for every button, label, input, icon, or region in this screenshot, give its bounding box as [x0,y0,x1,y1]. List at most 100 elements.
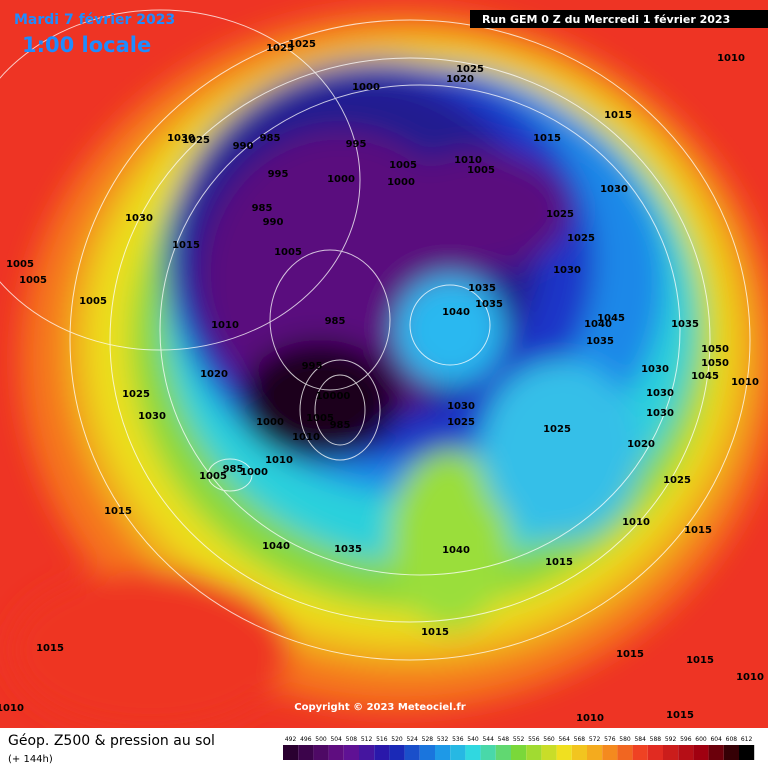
colorbar-label: 584 [634,736,646,743]
isobar-label: 1005 [274,247,302,258]
colorbar-label: 508 [346,736,358,743]
isobar-label: 995 [268,169,289,180]
isobar-label: 1000 [387,177,415,188]
isobar-label: 995 [346,139,367,150]
isobar-label: 1040 [262,541,290,552]
isobar-label: 1030 [167,133,195,144]
colorbar-swatch [602,745,618,760]
isobar-label: 1025 [663,475,691,486]
colorbar-label: 540 [467,736,479,743]
isobar-label: 1005 [306,413,334,424]
colorbar-label: 560 [543,736,555,743]
colorbar-label: 496 [300,736,312,743]
forecast-date: Mardi 7 février 2023 [14,12,175,28]
isobar-label: 1010 [292,432,320,443]
isobar-label: 1025 [546,209,574,220]
colorbar-label: 604 [710,736,722,743]
colorbar-label: 528 [422,736,434,743]
isobar-label: 985 [260,133,281,144]
isobar-label: 1000 [240,467,268,478]
isobar-label: 1015 [616,649,644,660]
colorbar-label: 564 [558,736,570,743]
isobar-label: 1015 [104,506,132,517]
run-banner [470,10,768,28]
isobar-label: 985 [252,203,273,214]
isobar-label: 1010 [454,155,482,166]
isobar-label: 1015 [666,710,694,721]
isobar-label: 990 [233,141,254,152]
colorbar-label: 588 [650,736,662,743]
colorbar-swatch [571,745,587,760]
isobar-label: 1015 [545,557,573,568]
colorbar-label: 536 [452,736,464,743]
isobar-label: 1030 [138,411,166,422]
colorbar-label: 572 [589,736,601,743]
isobar-label: 1020 [200,369,228,380]
copyright: Copyright © 2023 Meteociel.fr [294,702,465,713]
colorbar-label: 544 [482,736,494,743]
isobar-label: 1025 [447,417,475,428]
colorbar-swatch [739,745,755,760]
isobar-label: 1040 [442,545,470,556]
isobar-label: 1050 [701,358,729,369]
colorbar-swatch [389,745,405,760]
colorbar-label: 568 [574,736,586,743]
colorbar-swatch [283,745,299,760]
isobar-label: 1045 [597,313,625,324]
colorbar-swatch [435,745,451,760]
colorbar-swatch [480,745,496,760]
isobar-label: 1000 [352,82,380,93]
isobar-label: 1010 [576,713,604,724]
colorbar-swatch [419,745,435,760]
colorbar-label: 492 [285,736,297,743]
isobar-label: 1025 [182,135,210,146]
isobar-label: 1010 [211,320,239,331]
colorbar-swatch [465,745,481,760]
isobar-label: 1020 [627,439,655,450]
colorbar-swatch [708,745,724,760]
isobar-label: 1020 [446,74,474,85]
isobar-label: 1015 [172,240,200,251]
isobar-label: 1040 [584,319,612,330]
isobar-label: 985 [223,464,244,475]
isobar-label: 1000 [256,417,284,428]
colorbar-label: 580 [619,736,631,743]
isobar-label: 1035 [334,544,362,555]
isobar-label: 1015 [686,655,714,666]
colorbar-label: 556 [528,736,540,743]
isobar-label: 1015 [604,110,632,121]
isobar-label: 1030 [646,408,674,419]
colorbar-swatch [450,745,466,760]
isobar-label: 10000 [316,391,351,402]
colorbar-label: 552 [513,736,525,743]
isobar-label: 1035 [475,299,503,310]
isobar-label: 1015 [533,133,561,144]
isobar-label: 1015 [421,627,449,638]
colorbar-swatch [328,745,344,760]
colorbar-label: 600 [695,736,707,743]
colorbar-swatch [343,745,359,760]
colorbar-swatch [526,745,542,760]
isobar-label: 995 [302,361,323,372]
colorbar-swatch [495,745,511,760]
isobar-label: 1030 [646,388,674,399]
isobar-label: 1040 [442,307,470,318]
local-time: 1:00 locale [22,33,151,57]
colorbar-swatch [587,745,603,760]
lead-time: (+ 144h) [8,754,53,765]
isobar-label: 1035 [468,283,496,294]
isobar-label: 990 [263,217,284,228]
isobar-label: 1005 [467,165,495,176]
colorbar-swatch [617,745,633,760]
colorbar-label: 548 [498,736,510,743]
colorbar-label: 524 [406,736,418,743]
isobar-label: 1010 [622,517,650,528]
isobar-label: 1025 [266,43,294,54]
footer-title: Géop. Z500 & pression au sol [8,733,215,749]
colorbar-swatch [374,745,390,760]
isobar-label: 1010 [265,455,293,466]
isobar-label: 1015 [36,643,64,654]
colorbar-swatch [556,745,572,760]
